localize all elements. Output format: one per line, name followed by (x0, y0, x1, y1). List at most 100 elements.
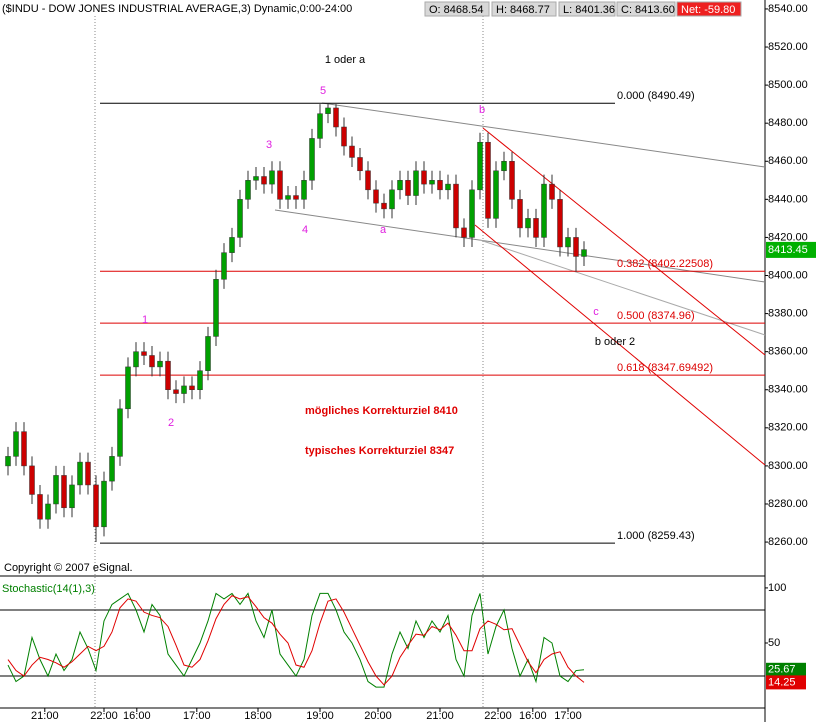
candle-body (37, 494, 43, 520)
info-value: C: 8413.60 (621, 4, 675, 16)
y-tick-label: 8360.00 (768, 346, 808, 358)
y-tick-label: 8260.00 (768, 536, 808, 548)
candle-body (53, 475, 59, 505)
y-tick-label: 8340.00 (768, 384, 808, 396)
candle-body (221, 252, 227, 280)
info-value: O: 8468.54 (429, 4, 483, 16)
y-tick-label: 8520.00 (768, 41, 808, 53)
channel-line (482, 127, 766, 356)
candle-body (365, 170, 371, 191)
x-tick-label: 18:00 (244, 710, 272, 722)
candle-body (45, 503, 51, 520)
candle-body (357, 157, 363, 172)
x-tick-label: 19:00 (306, 710, 334, 722)
candle-body (541, 183, 547, 238)
candle-body (189, 385, 195, 390)
candle-body (285, 195, 291, 200)
stochastic-line (7, 592, 585, 688)
candle-body (253, 176, 259, 181)
info-value: H: 8468.77 (496, 4, 550, 16)
x-tick-label: 21:00 (426, 710, 454, 722)
y-tick-label: 8540.00 (768, 3, 808, 15)
fib-label: 0.618 (8347.69492) (617, 362, 713, 374)
y-tick-label: 8500.00 (768, 79, 808, 91)
candle-body (61, 475, 67, 509)
candle-body (181, 385, 187, 394)
candle-body (509, 161, 515, 200)
candle-body (557, 199, 563, 248)
candle-body (389, 189, 395, 210)
last-value-label: 14.25 (768, 676, 796, 688)
candle-body (101, 480, 107, 528)
candle-body (133, 351, 139, 368)
fib-label: 0.382 (8402.22508) (617, 258, 713, 270)
last-value-label: 25.67 (768, 664, 796, 676)
candle-body (109, 456, 115, 482)
y-tick-label: 50 (768, 637, 780, 649)
candle-body (573, 237, 579, 257)
trend-line (321, 102, 766, 168)
candle-body (349, 145, 355, 158)
candle-body (309, 138, 315, 181)
candle-body (421, 170, 427, 185)
candle-body (261, 176, 267, 185)
y-tick-label: 8440.00 (768, 193, 808, 205)
x-tick-label: 22:00 (484, 710, 512, 722)
target-note: mögliches Korrekturziel 8410 (305, 405, 458, 417)
chart-title: ($INDU - DOW JONES INDUSTRIAL AVERAGE,3)… (2, 3, 352, 15)
x-tick-label: 22:00 (90, 710, 118, 722)
y-tick-label: 8480.00 (768, 117, 808, 129)
candle-body (317, 113, 323, 139)
candle-body (325, 107, 331, 114)
wave-label: 2 (168, 417, 174, 429)
candle-body (293, 195, 299, 200)
wave-label: 1 (142, 314, 148, 326)
fib-label: 0.000 (8490.49) (617, 90, 695, 102)
info-box (616, 1, 676, 17)
x-tick-label: 20:00 (364, 710, 392, 722)
candle-body (581, 249, 587, 257)
wave-label: c (593, 306, 599, 318)
last-value-box (766, 662, 806, 677)
x-tick-label: 17:00 (554, 710, 582, 722)
fib-label: 1.000 (8259.43) (617, 530, 695, 542)
candle-body (437, 180, 443, 191)
info-box (676, 1, 742, 17)
wave-label: b (479, 104, 485, 116)
last-price-box (766, 241, 816, 258)
candle-body (405, 180, 411, 196)
candle-body (301, 180, 307, 200)
candle-body (533, 218, 539, 238)
info-box (558, 1, 616, 17)
candle-body (565, 237, 571, 248)
candle-body (85, 461, 91, 486)
y-tick-label: 8380.00 (768, 307, 808, 319)
candle-body (29, 465, 35, 495)
wave-label: 3 (266, 139, 272, 151)
candle-body (237, 199, 243, 238)
fib-label: 0.500 (8374.96) (617, 310, 695, 322)
candle-body (381, 202, 387, 210)
candle-body (445, 183, 451, 191)
candle-body (549, 183, 555, 200)
candle-body (165, 360, 171, 390)
last-price-label: 8413.45 (768, 244, 808, 256)
candle-body (93, 484, 99, 528)
candle-body (461, 227, 467, 238)
info-box (491, 1, 557, 17)
candle-body (453, 183, 459, 229)
copyright: Copyright © 2007 eSignal. (4, 562, 133, 574)
candle-body (493, 170, 499, 219)
candle-body (229, 237, 235, 253)
info-value: L: 8401.36 (563, 4, 615, 16)
candle-body (413, 170, 419, 196)
candle-body (245, 180, 251, 200)
stochastic-line (7, 595, 585, 686)
candle-body (373, 189, 379, 204)
candle-body (13, 431, 19, 457)
candle-body (469, 189, 475, 238)
wave-label: 5 (320, 85, 326, 97)
candle-body (125, 366, 131, 410)
candle-body (173, 389, 179, 394)
